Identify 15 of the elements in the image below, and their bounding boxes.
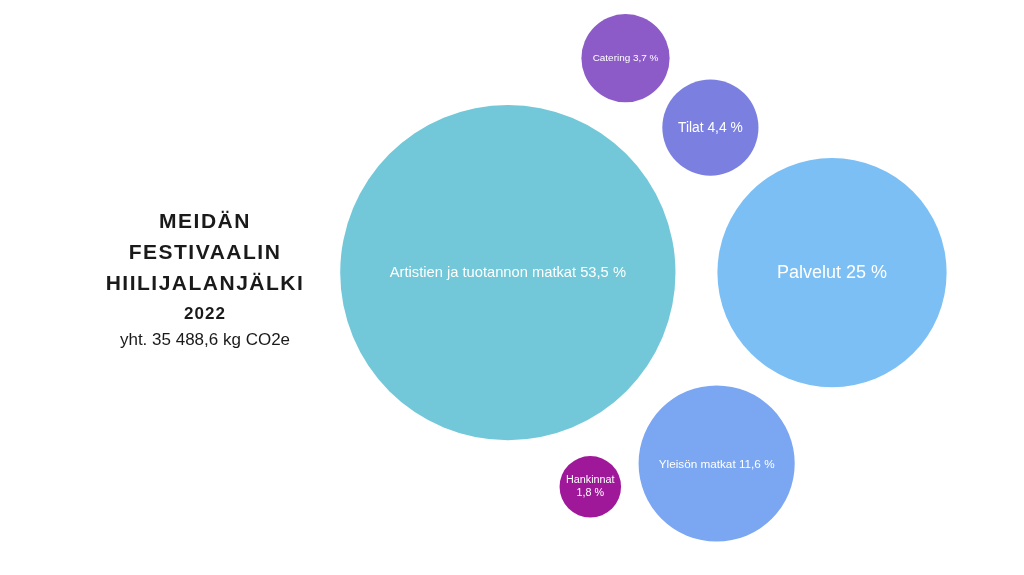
category-label: Artistien ja tuotannon matkat xyxy=(389,263,577,280)
data-label: 1,8 % xyxy=(576,486,605,499)
category-label: Catering xyxy=(592,52,631,64)
data-label: 53,5 % xyxy=(580,263,626,280)
data-label: 11,6 % xyxy=(738,456,776,470)
data-label: 25 % xyxy=(846,261,888,282)
data-label: 4,4 % xyxy=(707,119,743,135)
text: yht. 35 488,6 kg CO2e xyxy=(118,330,292,350)
category-label: Hankinnat xyxy=(566,473,615,486)
category-label: Palvelut xyxy=(776,261,842,282)
category-label: Yleisön matkat xyxy=(658,456,737,470)
text: 2022 xyxy=(183,304,227,324)
data-label: 3,7 % xyxy=(632,52,659,64)
category-label: Tilat xyxy=(678,119,704,135)
text: MEIDÄN FESTIVAALIN HIILIJALANJÄLKI xyxy=(104,208,306,296)
